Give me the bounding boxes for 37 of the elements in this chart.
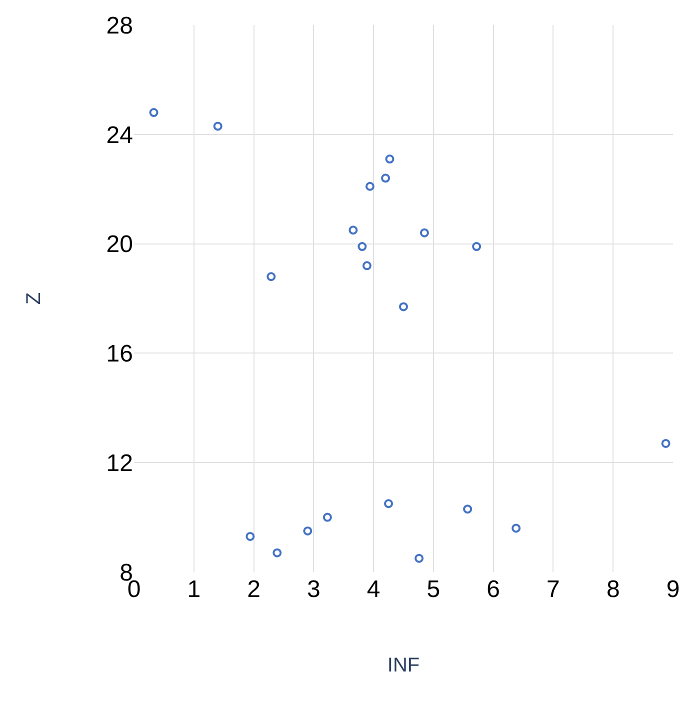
y-tick-label: 28 [106, 12, 133, 40]
y-tick-label: 16 [106, 340, 133, 368]
x-tick-label: 6 [486, 576, 500, 603]
point [272, 548, 282, 558]
point [399, 302, 408, 312]
point [414, 554, 424, 563]
point [149, 108, 158, 118]
point [322, 512, 332, 522]
y-tick-label: 20 [106, 231, 133, 258]
y-axis-title: Z [22, 292, 45, 305]
point [246, 532, 255, 541]
point [362, 261, 372, 270]
point [384, 499, 394, 508]
point [661, 438, 670, 448]
point [512, 524, 521, 533]
x-tick-label: 9 [666, 576, 680, 603]
point [348, 226, 358, 235]
point [381, 174, 390, 183]
x-tick-label: 7 [546, 576, 560, 603]
point [358, 242, 367, 252]
point [213, 122, 222, 131]
x-axis-title: INF [387, 654, 420, 676]
point [463, 504, 472, 514]
x-tick-label: 4 [366, 576, 380, 603]
y-tick-label: 24 [106, 122, 133, 149]
point [420, 228, 429, 238]
x-tick-label: 8 [606, 576, 620, 603]
x-tick-label: 3 [306, 576, 320, 603]
point [472, 242, 482, 252]
x-tick-label: 2 [247, 576, 260, 603]
x-tick-label: 1 [187, 576, 201, 603]
x-tick-label: 5 [426, 576, 440, 603]
y-tick-label: 12 [106, 450, 133, 477]
point [303, 526, 312, 536]
point [266, 272, 276, 282]
point [365, 182, 374, 191]
point [385, 154, 394, 164]
